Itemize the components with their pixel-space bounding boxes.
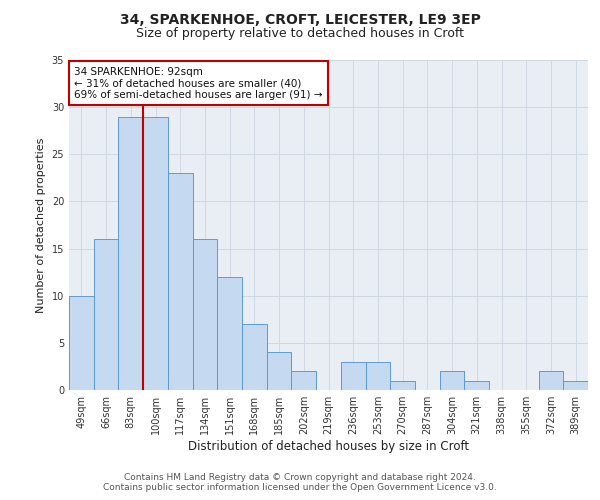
Bar <box>440 371 464 390</box>
Bar <box>118 116 143 390</box>
Bar <box>341 362 365 390</box>
Bar <box>143 116 168 390</box>
Bar <box>69 296 94 390</box>
Bar <box>365 362 390 390</box>
X-axis label: Distribution of detached houses by size in Croft: Distribution of detached houses by size … <box>188 440 469 453</box>
Bar <box>193 239 217 390</box>
Bar <box>390 380 415 390</box>
Bar <box>292 371 316 390</box>
Bar <box>94 239 118 390</box>
Bar <box>267 352 292 390</box>
Bar <box>464 380 489 390</box>
Text: Contains HM Land Registry data © Crown copyright and database right 2024.
Contai: Contains HM Land Registry data © Crown c… <box>103 473 497 492</box>
Text: 34 SPARKENHOE: 92sqm
← 31% of detached houses are smaller (40)
69% of semi-detac: 34 SPARKENHOE: 92sqm ← 31% of detached h… <box>74 66 323 100</box>
Text: Size of property relative to detached houses in Croft: Size of property relative to detached ho… <box>136 28 464 40</box>
Bar <box>168 173 193 390</box>
Bar <box>563 380 588 390</box>
Text: 34, SPARKENHOE, CROFT, LEICESTER, LE9 3EP: 34, SPARKENHOE, CROFT, LEICESTER, LE9 3E… <box>119 12 481 26</box>
Bar <box>539 371 563 390</box>
Bar <box>217 277 242 390</box>
Bar <box>242 324 267 390</box>
Y-axis label: Number of detached properties: Number of detached properties <box>36 138 46 312</box>
